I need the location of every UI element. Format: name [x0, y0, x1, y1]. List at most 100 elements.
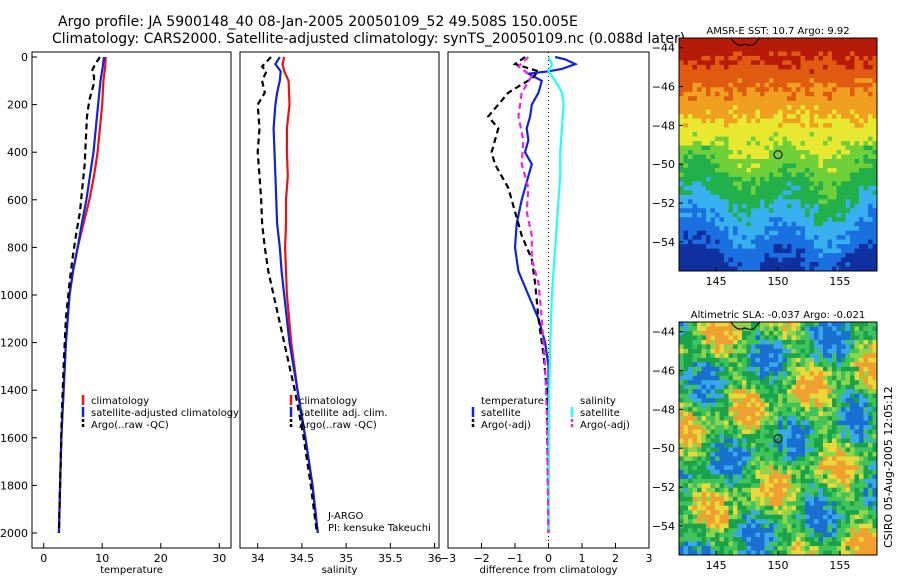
sst_map-cell	[751, 181, 756, 187]
sla_map-cell	[845, 330, 851, 336]
sla_map-cell	[841, 483, 846, 489]
sst_map-cell	[859, 158, 864, 164]
sst_map-cell	[850, 82, 855, 88]
sla_map-cell	[737, 371, 743, 377]
sla_map-cell	[868, 330, 873, 336]
sla_map-cell	[859, 339, 864, 345]
sst_map-cell	[818, 78, 824, 84]
sst_map-cell	[778, 64, 783, 70]
sst_map-cell	[751, 141, 756, 146]
sst_map-cell	[728, 132, 734, 137]
sla_map-cell	[764, 501, 770, 507]
sla_map-cell	[728, 371, 734, 377]
sla_map-cell	[863, 322, 869, 327]
sst_map-cell	[791, 257, 797, 263]
sla_map-cell	[809, 344, 815, 350]
sla_map-cell	[823, 519, 828, 525]
sla_map-cell	[697, 380, 702, 386]
sla_map-cell	[791, 460, 797, 466]
sst_map-cell	[764, 82, 770, 88]
sla_map-cell	[814, 371, 819, 377]
sst_map-cell	[715, 235, 720, 241]
sla_map-cell	[755, 496, 761, 502]
sla_map-cell	[746, 375, 752, 381]
sla_map-cell	[760, 348, 765, 354]
sla_map-cell	[773, 362, 779, 368]
sla_map-cell	[733, 487, 738, 493]
sst_map-cell	[742, 235, 747, 241]
sla_map-cell	[863, 451, 869, 457]
sst_map-cell	[796, 248, 801, 254]
sst_map-cell	[863, 55, 869, 61]
sla_map-cell	[868, 411, 873, 417]
sst_map-cell	[782, 172, 788, 178]
sst_map-cell	[814, 163, 819, 169]
sst_map-cell	[863, 69, 869, 75]
sla_map-cell	[818, 505, 824, 511]
sst_map-cell	[872, 145, 878, 151]
sla_map-cell	[692, 442, 698, 448]
sla_map-cell	[719, 339, 725, 345]
sst_map-cell	[854, 212, 860, 218]
sst_map-cell	[850, 203, 855, 209]
sst_map-cell	[701, 167, 707, 173]
sla_map-cell	[814, 541, 819, 547]
sla_map-cell	[692, 411, 698, 417]
sla_map-cell	[827, 335, 833, 341]
sst_map-cell	[769, 145, 774, 151]
sst_map-cell	[764, 230, 770, 236]
sla_map-cell	[827, 438, 833, 444]
sst_map-cell	[796, 185, 801, 191]
sst_map-cell	[818, 46, 824, 52]
sla_map-cell	[850, 528, 855, 533]
sst_map-cell	[863, 230, 869, 236]
sst_map-cell	[814, 248, 819, 254]
sla_map-cell	[751, 402, 756, 408]
sst_map-cell	[872, 132, 878, 137]
sla_map-cell	[800, 398, 806, 404]
sla_map-cell	[845, 465, 851, 471]
sst_map-cell	[769, 230, 774, 236]
sla_map-cell	[751, 398, 756, 404]
sla_map-cell	[782, 541, 788, 547]
sst_map-cell	[796, 123, 801, 129]
sla_map-cell	[796, 322, 801, 327]
sst_map-cell	[737, 136, 743, 142]
sla_map-cell	[805, 366, 810, 372]
sla_map-cell	[773, 460, 779, 466]
sla_map-cell	[818, 546, 824, 551]
sst_map-cell	[791, 46, 797, 52]
sst_map-cell	[697, 181, 702, 187]
sst_map-cell	[706, 176, 711, 182]
sla_map-cell	[805, 384, 810, 390]
sla_map-cell	[836, 487, 842, 493]
sst_map-cell	[850, 217, 855, 223]
sst_map-cell	[868, 127, 873, 133]
sst_map-cell	[796, 235, 801, 241]
sla_map-cell	[760, 393, 765, 399]
sla_map-cell	[715, 335, 720, 341]
sla_map-cell	[832, 348, 837, 354]
sla_map-cell	[701, 348, 707, 354]
sst_map-cell	[692, 91, 698, 97]
sla_map-cell	[697, 389, 702, 395]
sla_map-cell	[823, 322, 828, 327]
sla_map-cell	[728, 420, 734, 426]
sla_map-cell	[724, 434, 729, 439]
sst_map-cell	[854, 145, 860, 151]
sla_map-cell	[814, 442, 819, 448]
sst_map-cell	[710, 257, 716, 263]
sla_map-cell	[737, 456, 743, 462]
sla_map-cell	[800, 546, 806, 551]
sla_map-cell	[760, 362, 765, 368]
sst_map-cell	[805, 176, 810, 182]
sst_map-cell	[800, 136, 806, 142]
sst_map-cell	[841, 69, 846, 75]
sla_map-cell	[715, 492, 720, 498]
sst_map-cell	[688, 266, 693, 272]
sla_map-cell	[697, 456, 702, 462]
sst_map-cell	[769, 51, 774, 57]
sla_map-cell	[746, 411, 752, 417]
sst_map-cell	[773, 248, 779, 254]
sst_map-cell	[796, 212, 801, 218]
